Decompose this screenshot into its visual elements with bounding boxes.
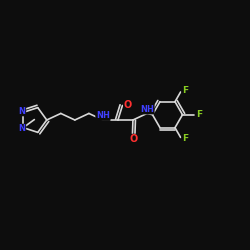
Text: O: O <box>124 100 132 110</box>
Text: N: N <box>18 124 26 134</box>
Text: F: F <box>196 110 202 119</box>
Text: N: N <box>18 106 26 116</box>
Text: F: F <box>182 86 188 96</box>
Text: O: O <box>130 134 138 144</box>
Text: NH: NH <box>96 111 110 120</box>
Text: NH: NH <box>140 105 154 114</box>
Text: F: F <box>182 134 188 143</box>
